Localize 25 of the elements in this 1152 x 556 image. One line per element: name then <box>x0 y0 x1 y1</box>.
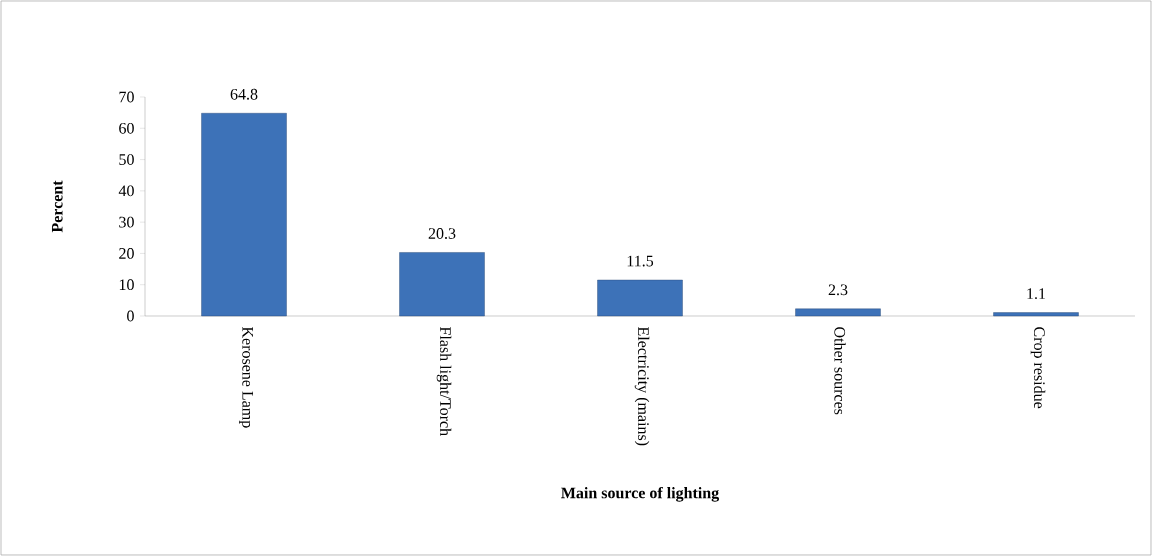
x-tick-label: Electricity (mains) <box>634 326 650 446</box>
y-tick-label: 30 <box>119 216 134 228</box>
y-tick-label: 10 <box>119 279 134 291</box>
x-tick-label: Other sources <box>834 327 846 415</box>
bar <box>597 279 683 317</box>
y-tick-label: 20 <box>119 248 134 259</box>
x-axis-title: Main source of lighting <box>561 486 720 502</box>
y-tick-label: 40 <box>118 185 134 197</box>
y-tick-label: 0 <box>127 310 134 322</box>
bar <box>399 252 485 317</box>
y-tick-label: 50 <box>119 154 134 165</box>
data-label: 2.3 <box>828 284 848 296</box>
data-label: 64.8 <box>230 88 258 100</box>
y-tick-label: 60 <box>119 122 134 134</box>
x-tick-label: Kerosene Lamp <box>239 326 253 428</box>
bar <box>201 113 287 317</box>
y-axis-title: Percent <box>51 180 63 233</box>
y-tick-label: 70 <box>119 91 134 103</box>
bar <box>993 312 1079 317</box>
data-label: 1.1 <box>1027 288 1046 300</box>
data-label: 11.5 <box>627 255 654 267</box>
bar <box>795 308 881 317</box>
x-tick-label: Flash light/Torch <box>436 326 452 436</box>
data-label: 20.3 <box>428 228 456 239</box>
x-tick-label: Crop residue <box>1030 327 1046 409</box>
